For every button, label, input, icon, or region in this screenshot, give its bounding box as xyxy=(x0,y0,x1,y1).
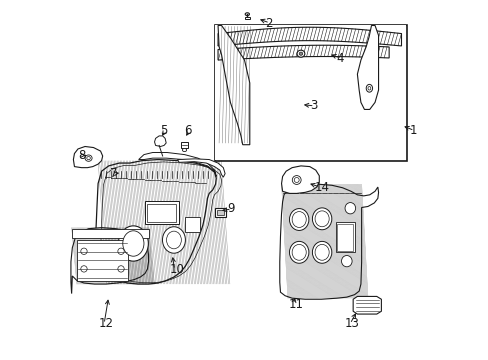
Ellipse shape xyxy=(314,244,328,260)
Polygon shape xyxy=(218,45,388,60)
Text: 7: 7 xyxy=(109,167,117,180)
Ellipse shape xyxy=(118,266,124,272)
Text: 3: 3 xyxy=(309,99,317,112)
Text: 6: 6 xyxy=(184,124,192,137)
Ellipse shape xyxy=(166,231,181,249)
Bar xyxy=(77,240,128,280)
Ellipse shape xyxy=(291,244,305,260)
Ellipse shape xyxy=(296,50,304,57)
Text: 9: 9 xyxy=(226,202,234,215)
Ellipse shape xyxy=(87,157,90,160)
Ellipse shape xyxy=(345,203,355,214)
Polygon shape xyxy=(139,153,216,176)
Ellipse shape xyxy=(81,266,87,272)
Polygon shape xyxy=(281,166,319,193)
Polygon shape xyxy=(352,296,381,314)
Ellipse shape xyxy=(182,148,186,152)
Bar xyxy=(215,26,405,160)
Ellipse shape xyxy=(289,242,308,263)
Text: 4: 4 xyxy=(336,52,343,65)
Ellipse shape xyxy=(162,227,185,253)
Polygon shape xyxy=(218,26,249,145)
Text: 12: 12 xyxy=(99,318,114,330)
Ellipse shape xyxy=(118,248,124,255)
Bar xyxy=(147,204,175,222)
Ellipse shape xyxy=(312,208,331,230)
Ellipse shape xyxy=(244,13,249,15)
Ellipse shape xyxy=(341,256,351,267)
Bar xyxy=(181,142,188,148)
Bar xyxy=(71,229,148,238)
Ellipse shape xyxy=(292,176,301,184)
Bar xyxy=(217,210,223,215)
Bar xyxy=(184,217,200,232)
Polygon shape xyxy=(154,136,166,147)
Text: 5: 5 xyxy=(160,124,167,137)
Ellipse shape xyxy=(118,226,148,261)
Ellipse shape xyxy=(81,248,87,255)
Text: 2: 2 xyxy=(264,17,272,30)
Polygon shape xyxy=(96,159,216,284)
Ellipse shape xyxy=(366,84,372,92)
Bar xyxy=(214,25,406,161)
Ellipse shape xyxy=(291,212,305,228)
Polygon shape xyxy=(279,184,378,299)
Ellipse shape xyxy=(85,155,92,161)
Ellipse shape xyxy=(299,52,302,55)
Text: 1: 1 xyxy=(409,124,416,137)
Ellipse shape xyxy=(289,208,308,230)
Bar xyxy=(215,26,405,160)
Bar xyxy=(335,222,354,252)
Polygon shape xyxy=(71,228,148,294)
Polygon shape xyxy=(218,27,401,46)
Text: 11: 11 xyxy=(288,298,303,311)
Ellipse shape xyxy=(367,86,370,90)
Text: 10: 10 xyxy=(169,264,184,276)
Ellipse shape xyxy=(294,177,299,183)
Polygon shape xyxy=(73,147,102,168)
Text: 14: 14 xyxy=(314,181,329,194)
Ellipse shape xyxy=(312,242,331,263)
Polygon shape xyxy=(357,26,378,109)
Bar xyxy=(336,224,352,251)
Bar xyxy=(215,208,225,217)
Polygon shape xyxy=(177,159,224,177)
Ellipse shape xyxy=(314,211,328,227)
Text: 8: 8 xyxy=(78,149,85,162)
Ellipse shape xyxy=(341,227,351,239)
Text: 13: 13 xyxy=(345,318,359,330)
Bar xyxy=(244,17,249,19)
Ellipse shape xyxy=(122,231,143,256)
Bar xyxy=(145,201,178,224)
